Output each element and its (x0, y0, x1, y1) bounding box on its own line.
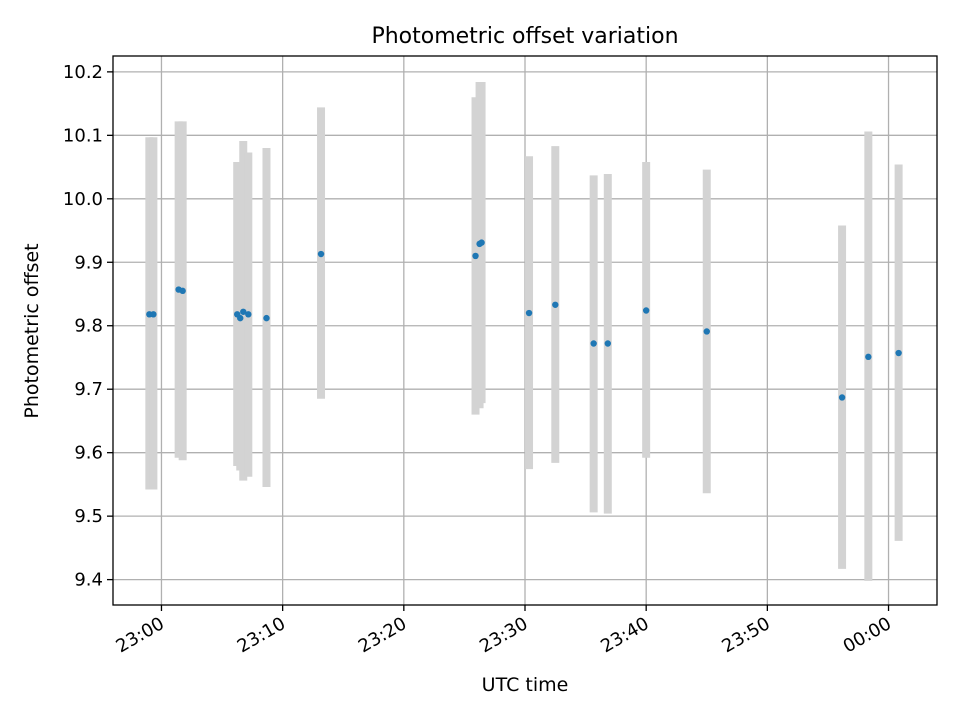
data-point (838, 394, 846, 401)
data-point (895, 349, 902, 357)
data-point (865, 353, 872, 361)
data-point (179, 287, 186, 295)
y-tick-label: 10.1 (63, 125, 103, 146)
y-tick-label: 9.8 (74, 316, 103, 337)
data-point (642, 307, 650, 314)
data-point (703, 328, 710, 335)
data-points (146, 239, 902, 401)
data-point (150, 311, 157, 318)
x-axis-label: UTC time (482, 674, 569, 696)
y-tick-label: 9.7 (74, 379, 103, 400)
y-tick-label: 9.6 (74, 443, 103, 464)
data-point (604, 340, 612, 347)
data-point (590, 340, 597, 347)
data-point (552, 301, 559, 308)
data-point (237, 314, 244, 322)
chart-title: Photometric offset variation (371, 24, 678, 49)
y-tick-label: 9.9 (74, 252, 103, 273)
y-tick-label: 10.0 (63, 189, 103, 210)
data-point (240, 308, 247, 315)
y-tick-label: 9.4 (74, 570, 103, 591)
y-tick-label: 10.2 (63, 62, 103, 83)
grid (113, 56, 937, 605)
y-tick-label: 9.5 (74, 506, 103, 527)
data-point (472, 252, 479, 260)
data-point (478, 239, 485, 246)
data-point (525, 309, 533, 317)
y-axis-label: Photometric offset (21, 243, 43, 418)
data-point (317, 250, 325, 258)
data-point (245, 311, 252, 318)
data-point (263, 314, 270, 322)
